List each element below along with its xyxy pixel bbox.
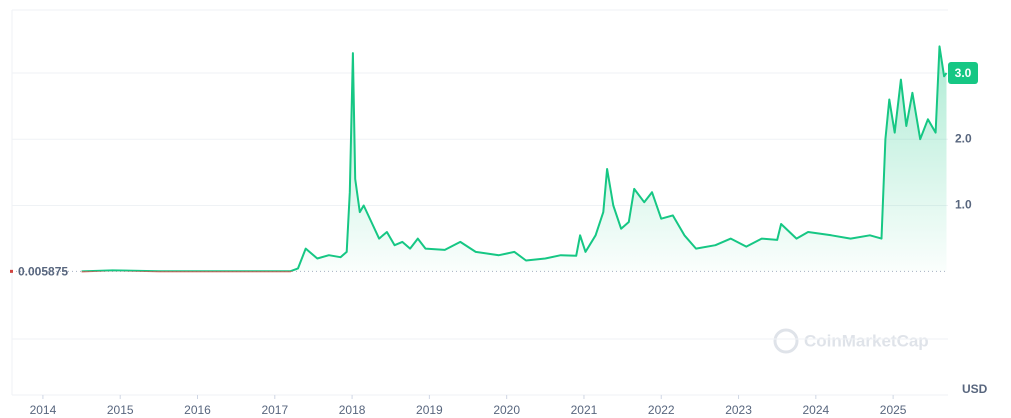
y-tick-label: 2.0 [955,131,972,145]
x-tick-label: 2016 [184,403,211,417]
price-area [82,46,947,272]
current-price-badge [948,61,978,84]
x-tick-label: 2015 [107,403,134,417]
x-tick-label: 2020 [493,403,520,417]
currency-label: USD [962,382,988,396]
watermark: CoinMarketCap [773,328,929,354]
x-tick-label: 2024 [802,403,829,417]
x-tick-label: 2017 [261,403,288,417]
baseline-label: 0.005875 [18,265,68,279]
baseline-marker [10,269,13,273]
x-tick-label: 2025 [880,403,907,417]
x-tick-label: 2022 [648,403,675,417]
x-tick-label: 2014 [30,403,57,417]
x-tick-label: 2023 [725,403,752,417]
x-tick-label: 2019 [416,403,443,417]
watermark-text: CoinMarketCap [804,331,929,350]
x-tick-label: 2021 [571,403,598,417]
price-line [81,45,948,272]
y-tick-label: 1.0 [955,198,972,212]
current-price-label: 3.0 [955,66,972,80]
x-tick-label: 2018 [339,403,366,417]
